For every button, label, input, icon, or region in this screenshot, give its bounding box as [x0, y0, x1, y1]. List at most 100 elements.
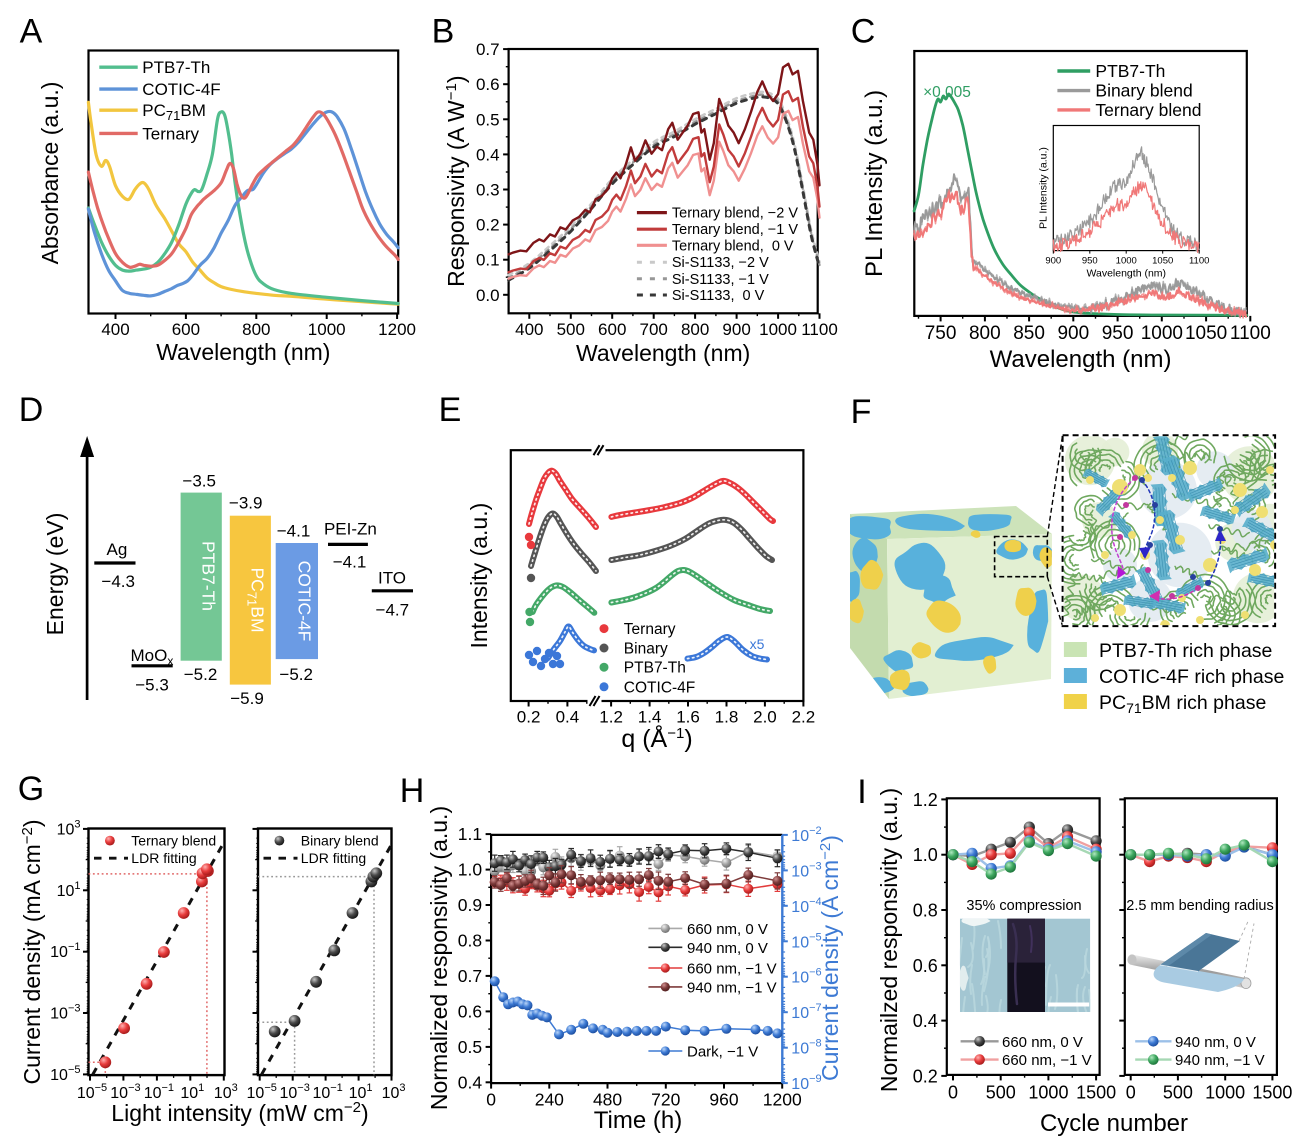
svg-text:1000: 1000 [1028, 1082, 1068, 1102]
svg-text:−5.2: −5.2 [279, 665, 313, 684]
svg-text:0.2: 0.2 [517, 708, 541, 727]
svg-text:ITO: ITO [378, 569, 406, 588]
svg-text:COTIC-4F: COTIC-4F [624, 679, 695, 696]
svg-text:PTB7-Th: PTB7-Th [142, 58, 210, 77]
svg-text:MoOx: MoOx [130, 646, 173, 668]
svg-text:PTB7-Th: PTB7-Th [199, 541, 219, 611]
svg-text:0: 0 [1126, 1082, 1136, 1102]
svg-text:600: 600 [172, 320, 200, 339]
svg-text:Responsivity (A W−1): Responsivity (A W−1) [443, 75, 469, 286]
svg-text:PTB7-Th rich phase: PTB7-Th rich phase [1099, 640, 1272, 662]
svg-text:−5.2: −5.2 [184, 665, 218, 684]
svg-text:1.1: 1.1 [458, 824, 482, 844]
svg-text:Current density (A cm−2): Current density (A cm−2) [817, 835, 843, 1081]
svg-text:10−3: 10−3 [50, 1003, 80, 1023]
svg-text:×0.005: ×0.005 [923, 84, 971, 101]
svg-text:PL Intensity (a.u.): PL Intensity (a.u.) [861, 90, 888, 277]
svg-text:1100: 1100 [1230, 323, 1271, 344]
svg-text:B: B [432, 13, 455, 51]
svg-text:D: D [19, 391, 44, 429]
svg-text:1050: 1050 [1185, 323, 1227, 344]
svg-text:Wavelength (nm): Wavelength (nm) [576, 340, 750, 366]
svg-text:1000: 1000 [308, 320, 346, 339]
svg-text:900: 900 [1057, 323, 1089, 344]
svg-text:0.6: 0.6 [458, 1001, 482, 1021]
svg-text:q (Å−1): q (Å−1) [621, 723, 692, 753]
svg-text:700: 700 [639, 320, 667, 339]
svg-text:PTB7-Th: PTB7-Th [624, 660, 686, 677]
svg-text:Normailzed responsivity (a.u.): Normailzed responsivity (a.u.) [876, 788, 902, 1092]
svg-text:Binary blend: Binary blend [301, 833, 379, 849]
svg-text:Energy (eV): Energy (eV) [42, 513, 68, 636]
svg-text:0.1: 0.1 [476, 251, 500, 270]
svg-text:660 nm, 0 V: 660 nm, 0 V [687, 921, 768, 938]
svg-text:35% compression: 35% compression [966, 898, 1081, 914]
svg-text:101: 101 [57, 880, 81, 900]
svg-text:Binary: Binary [624, 641, 668, 658]
svg-text:PL Intensity (a.u.): PL Intensity (a.u.) [1037, 147, 1049, 229]
svg-text:Binary blend: Binary blend [1095, 81, 1192, 101]
svg-text:940 nm, 0 V: 940 nm, 0 V [687, 940, 768, 957]
svg-text:0.2: 0.2 [913, 1066, 938, 1086]
svg-text:800: 800 [969, 323, 1001, 344]
svg-text:400: 400 [515, 320, 543, 339]
svg-text:1.2: 1.2 [913, 790, 938, 810]
svg-text:900: 900 [722, 320, 750, 339]
svg-text:940 nm, 0 V: 940 nm, 0 V [1175, 1034, 1256, 1051]
svg-text:0.4: 0.4 [556, 708, 580, 727]
svg-text:1100: 1100 [801, 320, 838, 339]
svg-text:Wavelength (nm): Wavelength (nm) [990, 346, 1172, 373]
svg-text:10−1: 10−1 [50, 941, 80, 961]
svg-text:Cycle number: Cycle number [1040, 1110, 1188, 1137]
svg-text:600: 600 [598, 320, 626, 339]
svg-text:1000: 1000 [759, 320, 797, 339]
svg-text:1.8: 1.8 [715, 708, 739, 727]
svg-text:0.0: 0.0 [476, 286, 500, 305]
svg-text:LDR fitting: LDR fitting [131, 850, 196, 866]
svg-text:Wavelength (nm): Wavelength (nm) [156, 339, 330, 365]
svg-text:2.0: 2.0 [753, 708, 777, 727]
svg-text:Light intensity (mW cm−2): Light intensity (mW cm−2) [111, 1099, 368, 1126]
svg-text:−5.9: −5.9 [230, 689, 264, 708]
svg-text:0.7: 0.7 [476, 40, 500, 59]
svg-text:Ternary: Ternary [142, 124, 199, 143]
svg-text:1.0: 1.0 [913, 845, 938, 865]
svg-text:Time (h): Time (h) [594, 1107, 682, 1134]
svg-text:103: 103 [57, 818, 81, 838]
svg-text:660 nm, −1 V: 660 nm, −1 V [687, 961, 777, 978]
svg-text:F: F [851, 393, 872, 431]
svg-text:−4.3: −4.3 [101, 572, 135, 591]
svg-text:−5.3: −5.3 [135, 676, 169, 695]
svg-text:660 nm, −1 V: 660 nm, −1 V [1002, 1052, 1092, 1069]
svg-text:950: 950 [1102, 323, 1134, 344]
svg-text:0: 0 [948, 1082, 958, 1102]
svg-text:940 nm, −1 V: 940 nm, −1 V [687, 979, 777, 996]
svg-text:x5: x5 [750, 636, 765, 652]
svg-text:800: 800 [681, 320, 709, 339]
svg-text:800: 800 [242, 320, 270, 339]
svg-text:Ternary blend: Ternary blend [131, 833, 216, 849]
svg-text:I: I [857, 773, 866, 811]
svg-text:E: E [439, 391, 462, 429]
svg-text:PC71BM: PC71BM [142, 101, 206, 123]
svg-text:A: A [20, 13, 43, 51]
svg-text:0.8: 0.8 [913, 901, 938, 921]
svg-text:240: 240 [535, 1090, 564, 1110]
svg-text:660 nm, 0 V: 660 nm, 0 V [1002, 1034, 1083, 1051]
svg-text:Wavelength (nm): Wavelength (nm) [1086, 268, 1166, 280]
svg-text:103: 103 [382, 1082, 406, 1102]
svg-text:Ternary blend: Ternary blend [1095, 100, 1201, 120]
svg-text:500: 500 [986, 1082, 1016, 1102]
svg-text:1500: 1500 [1076, 1082, 1116, 1102]
svg-text:2.5 mm bending radius: 2.5 mm bending radius [1126, 898, 1274, 914]
svg-text:Ternary: Ternary [624, 621, 676, 638]
svg-text:Ternary blend, 0 V: Ternary blend, 0 V [672, 238, 794, 254]
svg-text:720: 720 [651, 1090, 680, 1110]
svg-text:−4.7: −4.7 [376, 601, 410, 620]
svg-text:0.4: 0.4 [913, 1011, 938, 1031]
svg-text:1500: 1500 [1252, 1082, 1292, 1102]
svg-text:1.4: 1.4 [638, 708, 662, 727]
svg-text:0: 0 [486, 1090, 496, 1110]
svg-text:Absorbance (a.u.): Absorbance (a.u.) [37, 82, 63, 265]
svg-text:LDR fitting: LDR fitting [301, 850, 366, 866]
